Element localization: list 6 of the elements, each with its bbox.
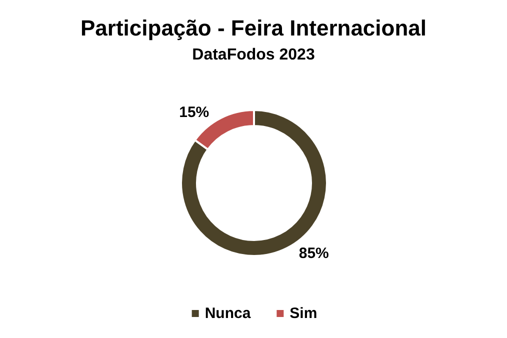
legend-label: Nunca xyxy=(204,305,252,322)
data-label: 15% xyxy=(179,104,210,122)
chart-subtitle: DataFodos 2023 xyxy=(192,46,315,64)
legend-label: Sim xyxy=(290,305,318,322)
chart-title: Participação - Feira Internacional xyxy=(80,16,427,40)
data-label: 85% xyxy=(298,244,329,262)
